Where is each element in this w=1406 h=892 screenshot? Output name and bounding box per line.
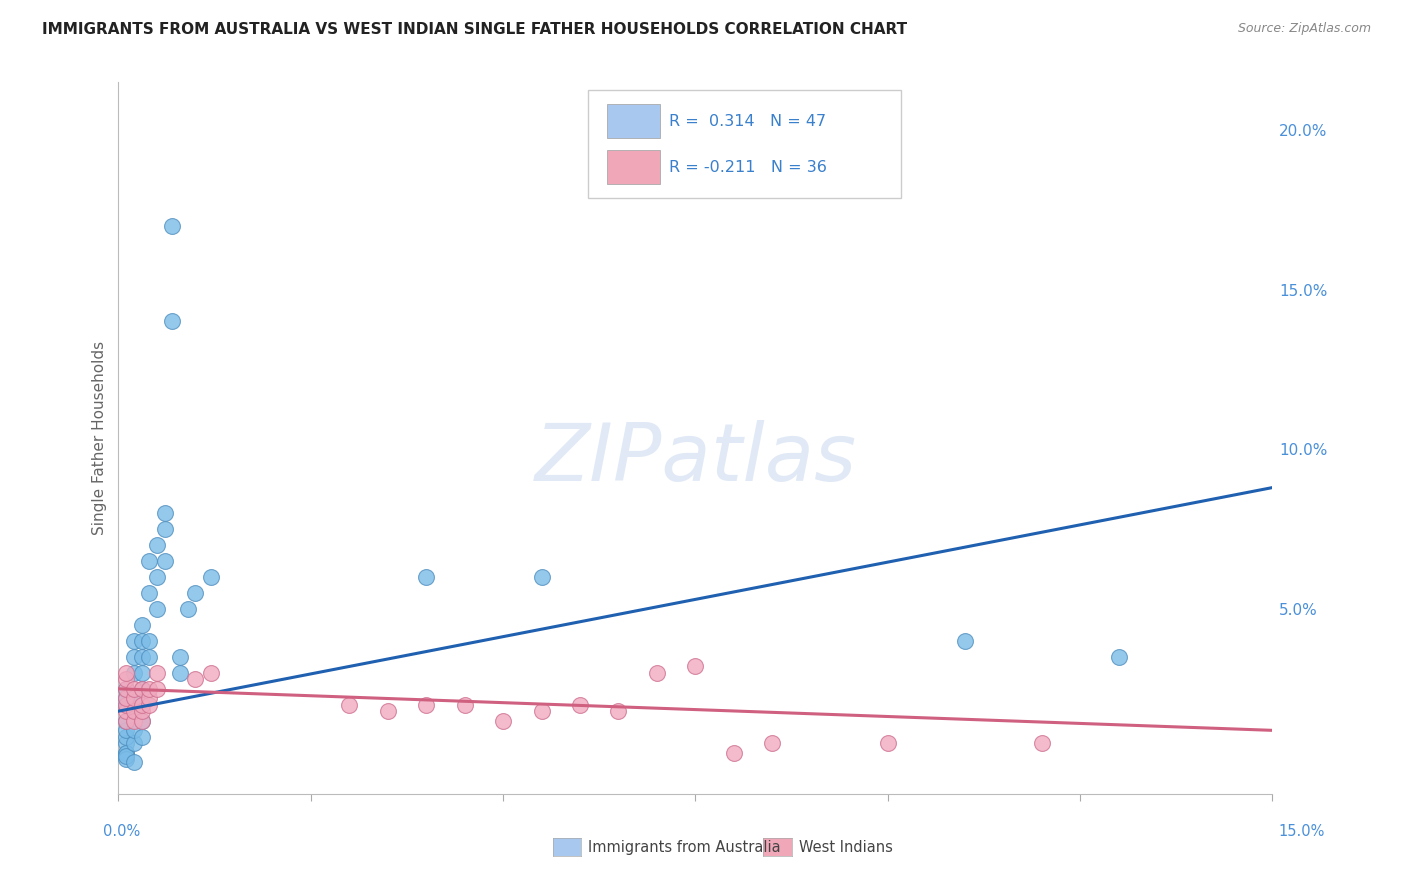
Point	[685, 659, 707, 673]
Point	[115, 730, 138, 744]
Point	[337, 698, 360, 712]
Text: ZIPatlas: ZIPatlas	[534, 420, 856, 499]
Point	[122, 691, 145, 706]
Text: 15.0%: 15.0%	[1278, 824, 1324, 838]
Text: Immigrants from Australia: Immigrants from Australia	[588, 840, 780, 855]
Point	[115, 681, 138, 696]
Text: R =  0.314   N = 47: R = 0.314 N = 47	[669, 113, 825, 128]
Point	[200, 570, 222, 584]
Point	[131, 649, 153, 664]
Point	[169, 649, 191, 664]
Point	[876, 736, 898, 750]
Point	[146, 602, 169, 616]
Point	[115, 698, 138, 712]
Point	[115, 746, 138, 760]
Point	[122, 634, 145, 648]
Point	[131, 681, 153, 696]
Point	[115, 672, 138, 686]
Point	[138, 554, 160, 568]
Point	[723, 746, 745, 760]
Point	[122, 681, 145, 696]
Point	[131, 618, 153, 632]
Point	[1031, 736, 1053, 750]
Text: West Indians: West Indians	[799, 840, 893, 855]
Point	[138, 698, 160, 712]
Point	[122, 756, 145, 770]
Point	[115, 746, 138, 760]
Point	[138, 691, 160, 706]
Point	[162, 219, 184, 233]
Point	[122, 649, 145, 664]
FancyBboxPatch shape	[588, 90, 901, 198]
Point	[153, 506, 176, 520]
Point	[122, 736, 145, 750]
Point	[492, 714, 515, 728]
Text: IMMIGRANTS FROM AUSTRALIA VS WEST INDIAN SINGLE FATHER HOUSEHOLDS CORRELATION CH: IMMIGRANTS FROM AUSTRALIA VS WEST INDIAN…	[42, 22, 907, 37]
Point	[377, 704, 399, 718]
Point	[645, 665, 668, 680]
Point	[138, 586, 160, 600]
Point	[953, 634, 976, 648]
Point	[115, 752, 138, 766]
Point	[131, 681, 153, 696]
Point	[122, 691, 145, 706]
Point	[761, 736, 783, 750]
Point	[131, 714, 153, 728]
Point	[122, 704, 145, 718]
Point	[153, 554, 176, 568]
Point	[1108, 649, 1130, 664]
Point	[138, 634, 160, 648]
Point	[115, 691, 138, 706]
Point	[122, 723, 145, 738]
Point	[115, 681, 138, 696]
Y-axis label: Single Father Households: Single Father Households	[93, 341, 107, 535]
Point	[131, 714, 153, 728]
Point	[415, 570, 437, 584]
Point	[131, 698, 153, 712]
Point	[530, 570, 553, 584]
Point	[122, 704, 145, 718]
Point	[162, 314, 184, 328]
FancyBboxPatch shape	[606, 150, 659, 185]
Point	[153, 522, 176, 536]
FancyBboxPatch shape	[606, 104, 659, 138]
Text: 0.0%: 0.0%	[103, 824, 139, 838]
Point	[200, 665, 222, 680]
Point	[184, 586, 207, 600]
Point	[138, 649, 160, 664]
Point	[530, 704, 553, 718]
Point	[131, 730, 153, 744]
Point	[184, 672, 207, 686]
Point	[569, 698, 592, 712]
Point	[146, 538, 169, 552]
Point	[146, 665, 169, 680]
Point	[146, 570, 169, 584]
Point	[138, 681, 160, 696]
Point	[415, 698, 437, 712]
Point	[146, 681, 169, 696]
Point	[115, 714, 138, 728]
Point	[115, 665, 138, 680]
Text: R = -0.211   N = 36: R = -0.211 N = 36	[669, 160, 827, 175]
Text: Source: ZipAtlas.com: Source: ZipAtlas.com	[1237, 22, 1371, 36]
Point	[122, 665, 145, 680]
Point	[169, 665, 191, 680]
Point	[176, 602, 198, 616]
Point	[115, 723, 138, 738]
Point	[607, 704, 630, 718]
Point	[115, 698, 138, 712]
Point	[122, 714, 145, 728]
Point	[115, 736, 138, 750]
Point	[115, 714, 138, 728]
Point	[453, 698, 475, 712]
Point	[115, 704, 138, 718]
Point	[131, 634, 153, 648]
Point	[131, 704, 153, 718]
Point	[115, 691, 138, 706]
Point	[131, 665, 153, 680]
Point	[115, 748, 138, 763]
